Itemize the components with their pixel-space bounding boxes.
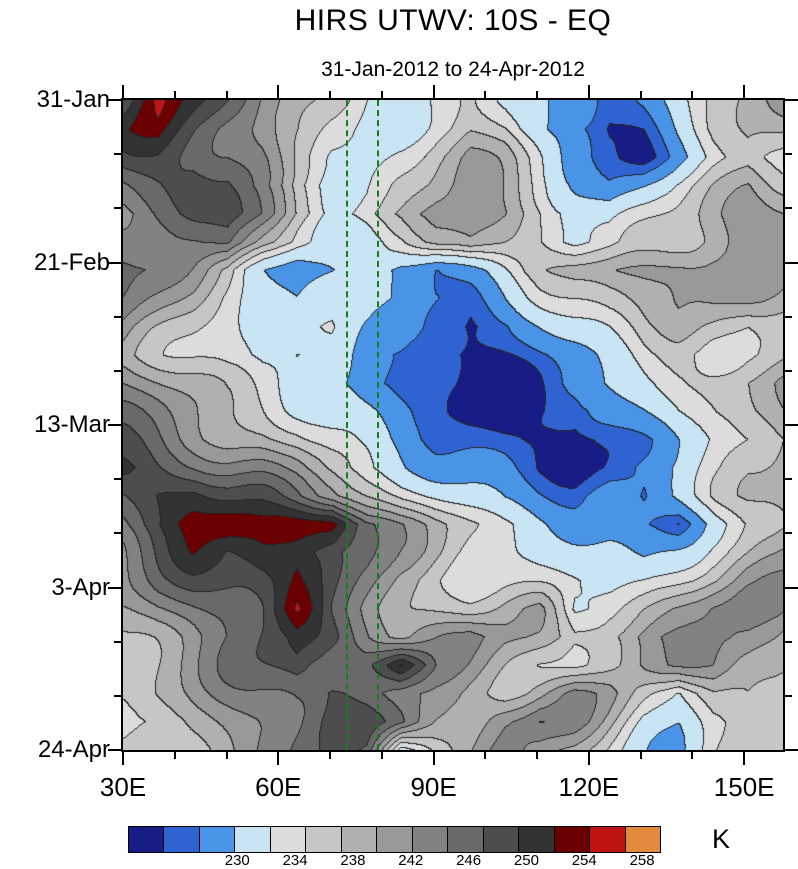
y-minor-tick: [114, 641, 121, 643]
x-minor-tick: [381, 91, 383, 98]
colorbar-tick-label: 234: [282, 852, 308, 869]
y-minor-tick: [785, 641, 792, 643]
chart-title: HIRS UTWV: 10S - EQ: [294, 4, 612, 37]
x-major-tick: [588, 752, 590, 765]
colorbar-cell: [199, 827, 236, 852]
x-major-tick: [433, 752, 435, 765]
colorbar-cell: [448, 827, 484, 852]
colorbar-cell: [341, 827, 378, 852]
x-minor-tick: [226, 91, 228, 98]
x-axis-tick-label: 90E: [410, 772, 457, 802]
colorbar-tick-label: 254: [571, 852, 597, 869]
y-minor-tick: [785, 370, 792, 372]
x-major-tick: [122, 752, 124, 765]
y-minor-tick: [785, 695, 792, 697]
x-minor-tick: [536, 91, 538, 98]
contour-plot-area: [121, 98, 785, 752]
x-axis-tick-label: 150E: [713, 772, 775, 802]
colorbar-tick-label: 230: [224, 852, 250, 869]
y-major-tick: [785, 587, 798, 589]
x-minor-tick: [691, 91, 693, 98]
y-major-tick: [108, 749, 121, 751]
x-minor-tick: [484, 752, 486, 759]
x-minor-tick: [174, 752, 176, 759]
x-minor-tick: [329, 91, 331, 98]
x-axis-tick-label: 120E: [558, 772, 620, 802]
y-major-tick: [785, 749, 798, 751]
colorbar-tick-label: 250: [513, 852, 539, 869]
y-axis-tick-label: 13-Mar: [33, 411, 110, 438]
colorbar-cell: [270, 827, 307, 852]
y-minor-tick: [785, 153, 792, 155]
colorbar-cell: [377, 827, 413, 852]
colorbar-cell: [412, 827, 449, 852]
x-axis-tick-label: 30E: [99, 772, 147, 802]
colorbar-cell: [554, 827, 591, 852]
colorbar-cell: [129, 827, 165, 852]
y-minor-tick: [785, 316, 792, 318]
y-major-tick: [108, 99, 121, 101]
x-minor-tick: [640, 91, 642, 98]
colorbar-tick-label: 246: [456, 852, 482, 869]
y-major-tick: [785, 424, 798, 426]
colorbar-tick-labels: 230 234 238 242 246 250 254 258: [128, 852, 661, 869]
x-major-tick: [277, 752, 279, 765]
y-minor-tick: [114, 316, 121, 318]
x-minor-tick: [640, 752, 642, 759]
x-minor-tick: [226, 752, 228, 759]
y-minor-tick: [114, 695, 121, 697]
x-minor-tick: [536, 752, 538, 759]
x-major-tick: [122, 85, 124, 98]
colorbar-tick-label: 258: [629, 852, 655, 869]
x-major-tick: [743, 85, 745, 98]
colorbar-tick-label: 242: [398, 852, 424, 869]
y-major-tick: [785, 262, 798, 264]
colorbar-cell: [590, 827, 626, 852]
reference-line-2: [376, 100, 379, 750]
colorbar-cell: [519, 827, 555, 852]
y-major-tick: [785, 99, 798, 101]
x-major-tick: [743, 752, 745, 765]
y-axis-tick-label: 21-Feb: [33, 248, 110, 276]
x-minor-tick: [381, 752, 383, 759]
x-major-tick: [433, 85, 435, 98]
x-minor-tick: [484, 91, 486, 98]
y-minor-tick: [114, 370, 121, 372]
y-major-tick: [108, 262, 121, 264]
colorbar-cell: [483, 827, 520, 852]
y-minor-tick: [785, 478, 792, 480]
colorbar-unit-label: K: [712, 824, 731, 854]
y-minor-tick: [114, 153, 121, 155]
x-major-tick: [277, 85, 279, 98]
colorbar-cell: [625, 827, 661, 852]
contour-field-canvas: [123, 100, 783, 750]
y-major-tick: [108, 587, 121, 589]
colorbar-cell: [164, 827, 200, 852]
y-minor-tick: [114, 478, 121, 480]
reference-line-1: [345, 100, 348, 750]
y-axis-tick-label: 31-Jan: [36, 86, 110, 113]
y-major-tick: [108, 424, 121, 426]
x-major-tick: [588, 85, 590, 98]
x-axis-tick-label: 60E: [255, 772, 302, 802]
x-minor-tick: [174, 91, 176, 98]
y-minor-tick: [114, 207, 121, 209]
colorbar-cell: [235, 827, 271, 852]
y-minor-tick: [785, 532, 792, 534]
y-minor-tick: [785, 207, 792, 209]
x-minor-tick: [691, 752, 693, 759]
chart-subtitle: 31-Jan-2012 to 24-Apr-2012: [321, 58, 585, 81]
y-minor-tick: [114, 532, 121, 534]
x-minor-tick: [329, 752, 331, 759]
colorbar: [128, 826, 661, 853]
colorbar-cell: [306, 827, 342, 852]
y-axis-tick-label: 24-Apr: [37, 736, 110, 763]
colorbar-tick-label: 238: [340, 852, 366, 869]
y-axis-tick-label: 3-Apr: [51, 573, 110, 601]
